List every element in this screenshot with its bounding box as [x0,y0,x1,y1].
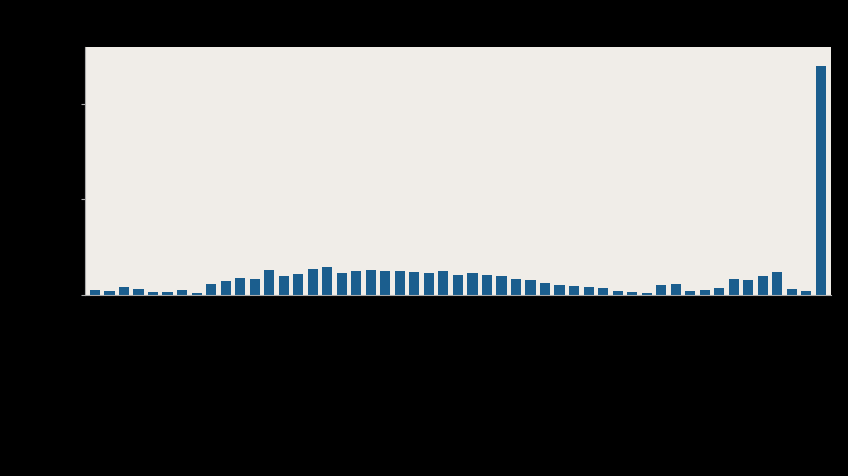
Bar [728,279,739,295]
Bar [308,269,318,295]
Bar [395,271,405,295]
Bar [322,268,332,295]
Bar [496,276,506,295]
Bar [351,271,361,295]
Bar [380,271,390,295]
Bar [540,284,550,295]
Bar [671,285,681,295]
Bar [293,274,304,295]
Bar [627,292,637,295]
Bar [365,270,376,295]
Bar [555,286,565,295]
Bar [438,271,449,295]
Bar [482,275,492,295]
Bar [337,273,347,295]
Bar [700,290,710,295]
Bar [220,282,231,295]
Bar [801,291,812,295]
Bar [598,288,608,295]
Bar [743,281,753,295]
Bar [104,291,114,295]
Bar [133,289,143,295]
Bar [467,273,477,295]
Bar [816,67,826,295]
Bar [569,287,579,295]
Bar [424,273,434,295]
Bar [656,286,667,295]
Bar [264,270,274,295]
Bar [279,276,289,295]
Bar [235,278,245,295]
Title: Israeli Strikes in Lebanon: Israeli Strikes in Lebanon [318,20,598,40]
Bar [192,293,202,295]
Bar [177,290,187,295]
Bar [119,288,129,295]
Bar [249,280,259,295]
Bar [410,272,420,295]
Bar [206,285,216,295]
Bar [773,272,783,295]
Bar [758,276,768,295]
Bar [714,288,724,295]
Bar [612,291,622,295]
Bar [510,279,521,295]
Bar [90,290,100,295]
Bar [148,292,158,295]
Bar [685,291,695,295]
Bar [642,293,652,295]
Bar [787,289,797,295]
Bar [163,292,173,295]
Y-axis label: No. of Strikes per Week: No. of Strikes per Week [25,98,38,245]
Bar [583,288,594,295]
Bar [526,281,536,295]
Bar [453,275,463,295]
